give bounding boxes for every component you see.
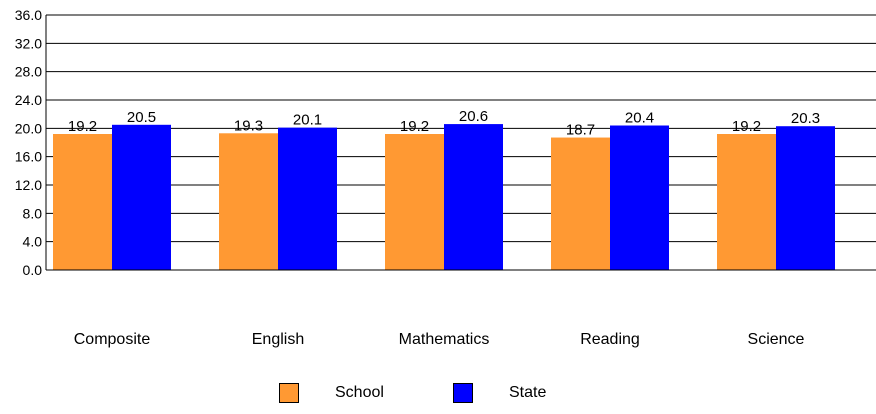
y-tick-label: 20.0 bbox=[15, 120, 42, 136]
data-label: 19.2 bbox=[732, 118, 761, 135]
legend: School State bbox=[0, 383, 876, 411]
bar-state bbox=[278, 127, 337, 270]
bar-state bbox=[112, 124, 171, 271]
bar-school bbox=[385, 134, 444, 270]
x-tick-label: Reading bbox=[580, 331, 640, 348]
y-axis: 0.0 4.0 8.0 12.0 16.0 20.0 24.0 28.0 32.0 36.0 bbox=[15, 7, 876, 278]
x-axis: Composite English Mathematics Reading Scienc… bbox=[74, 331, 805, 348]
y-tick-label: 36.0 bbox=[15, 7, 42, 23]
bars bbox=[53, 124, 835, 271]
y-tick-label: 16.0 bbox=[15, 149, 42, 165]
bar-state bbox=[444, 124, 503, 270]
y-tick-label: 28.0 bbox=[15, 64, 42, 80]
y-tick-label: 12.0 bbox=[15, 177, 42, 193]
y-tick-label: 24.0 bbox=[15, 92, 42, 108]
data-label: 20.6 bbox=[459, 108, 488, 125]
legend-item-school: School bbox=[279, 383, 384, 403]
y-tick-label: 0.0 bbox=[23, 262, 43, 278]
y-tick-label: 8.0 bbox=[23, 205, 43, 221]
x-tick-label: English bbox=[252, 331, 304, 348]
data-label: 19.2 bbox=[400, 118, 429, 135]
data-label: 19.2 bbox=[68, 118, 97, 135]
x-tick-label: Mathematics bbox=[399, 331, 490, 348]
bar-school bbox=[53, 134, 112, 270]
bar-school bbox=[219, 133, 278, 270]
data-labels: 19.2 20.5 19.3 20.1 19.2 20.6 18.7 20.4 19.2 20.3 bbox=[68, 108, 820, 138]
bar-state bbox=[776, 126, 835, 270]
legend-swatch-school bbox=[279, 383, 299, 403]
data-label: 19.3 bbox=[234, 117, 263, 134]
x-tick-label: Science bbox=[748, 331, 805, 348]
legend-swatch-state bbox=[453, 383, 473, 403]
legend-item-state: State bbox=[453, 383, 546, 403]
data-label: 20.1 bbox=[293, 112, 322, 129]
bar-state bbox=[610, 125, 669, 270]
data-label: 18.7 bbox=[566, 122, 595, 139]
y-tick-label: 4.0 bbox=[23, 234, 43, 250]
data-label: 20.3 bbox=[791, 110, 820, 127]
bar-chart: 19.2 20.5 19.3 20.1 19.2 20.6 18.7 20.4 19.2 20.3… bbox=[15, 7, 876, 348]
bar-school bbox=[717, 134, 776, 270]
x-tick-label: Composite bbox=[74, 331, 151, 348]
bar-school bbox=[551, 137, 610, 270]
legend-label-school: School bbox=[335, 384, 384, 401]
y-tick-label: 32.0 bbox=[15, 35, 42, 51]
legend-label-state: State bbox=[509, 384, 547, 401]
data-label: 20.4 bbox=[625, 110, 654, 127]
data-label: 20.5 bbox=[127, 109, 156, 126]
